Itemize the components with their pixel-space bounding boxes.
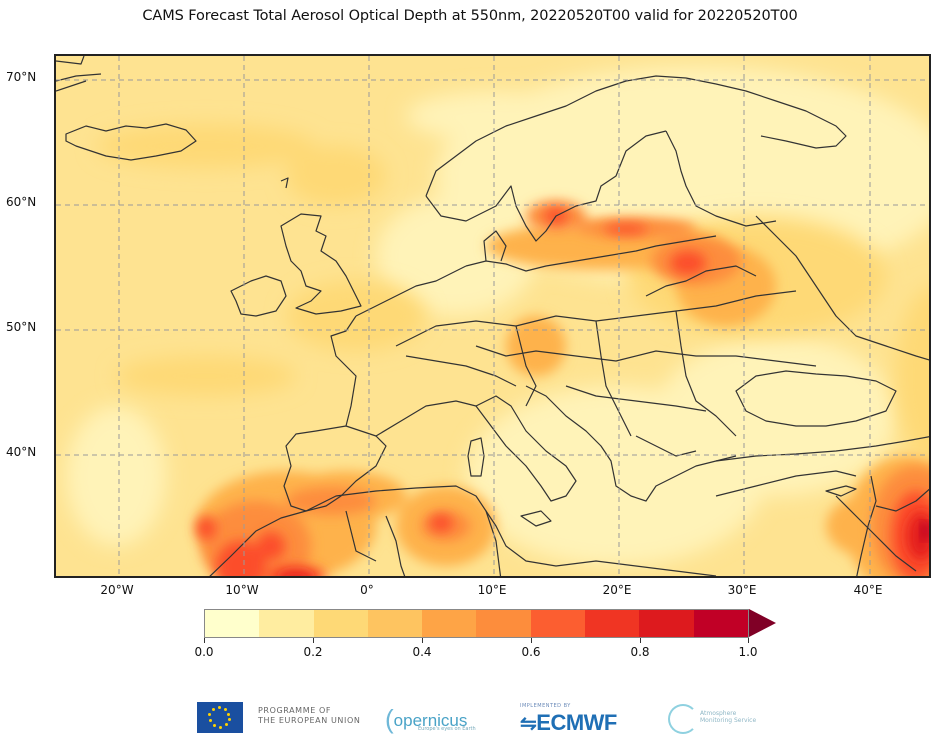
lon-label-20e: 20°E — [602, 583, 632, 597]
colorbar-label: 1.0 — [738, 645, 758, 659]
colorbar-label: 0.2 — [303, 645, 323, 659]
eu-text-line1: PROGRAMME OF — [258, 706, 332, 715]
lat-label-70n: 70°N — [6, 70, 37, 84]
lon-label-10w: 10°W — [225, 583, 259, 597]
lon-label-20w: 20°W — [100, 583, 134, 597]
aod-map — [54, 54, 931, 578]
ecmwf-wordmark: ECMWF — [536, 710, 617, 735]
colorbar-tick — [531, 638, 532, 643]
colorbar-tick — [204, 638, 205, 643]
colorbar-extend-arrow — [749, 609, 776, 637]
colorbar-label: 0.8 — [630, 645, 650, 659]
lon-label-40e: 40°E — [853, 583, 883, 597]
copernicus-c-icon: ( — [385, 704, 394, 734]
colorbar-tick — [313, 638, 314, 643]
cams-line1: Atmosphere — [700, 710, 737, 717]
cams-eye-icon — [668, 704, 698, 734]
ecmwf-logo: ⇋ECMWF — [520, 710, 617, 736]
cams-line2: Monitoring Service — [700, 717, 757, 724]
lat-label-50n: 50°N — [6, 320, 37, 334]
colorbar-bin — [530, 610, 586, 637]
ecmwf-symbol-icon: ⇋ — [520, 713, 537, 735]
colorbar-bin — [259, 610, 314, 637]
colorbar-bin — [693, 610, 748, 637]
colorbar-tick — [422, 638, 423, 643]
copernicus-wordmark: opernicus — [393, 711, 468, 730]
colorbar-bin — [367, 610, 423, 637]
colorbar-bin — [313, 610, 368, 637]
copernicus-tagline: Europe's eyes on Earth — [418, 726, 476, 732]
colorbar-bin — [205, 610, 260, 637]
colorbar-label: 0.4 — [412, 645, 432, 659]
lat-label-60n: 60°N — [6, 195, 37, 209]
lat-label-40n: 40°N — [6, 445, 37, 459]
colorbar-bin — [422, 610, 477, 637]
colorbar-label: 0.6 — [521, 645, 541, 659]
footer-logos: PROGRAMME OF THE EUROPEAN UNION (opernic… — [0, 700, 940, 740]
eu-text-line2: THE EUROPEAN UNION — [258, 716, 361, 725]
aod-field — [56, 56, 929, 576]
colorbar-tick — [640, 638, 641, 643]
plot-title: CAMS Forecast Total Aerosol Optical Dept… — [142, 8, 798, 24]
ecmwf-implemented-by: IMPLEMENTED BY — [520, 703, 571, 709]
lon-label-10e: 10°E — [477, 583, 507, 597]
colorbar-bin — [476, 610, 531, 637]
colorbar-tick — [748, 638, 749, 643]
colorbar — [204, 609, 749, 638]
cams-text: Atmosphere Monitoring Service — [700, 710, 756, 724]
eu-programme-text: PROGRAMME OF THE EUROPEAN UNION — [258, 706, 360, 726]
eu-flag-icon — [197, 702, 243, 733]
colorbar-label: 0.0 — [194, 645, 214, 659]
colorbar-bin — [639, 610, 694, 637]
copernicus-logo: (opernicus — [385, 702, 468, 734]
colorbar-bin — [585, 610, 640, 637]
lon-label-30e: 30°E — [727, 583, 757, 597]
lon-label-0: 0° — [360, 583, 374, 597]
